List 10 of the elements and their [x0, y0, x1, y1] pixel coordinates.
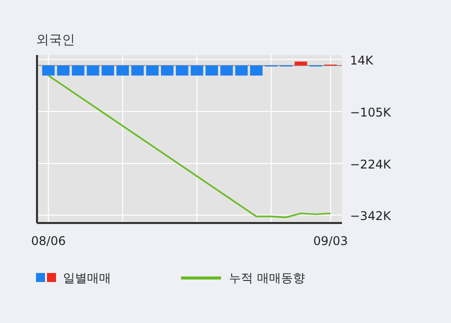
- x-tick-label: 08/06: [31, 234, 66, 248]
- y-tick-label: −342K: [350, 209, 392, 224]
- legend-label: 일별매매: [63, 271, 111, 285]
- chart-title: 외국인: [36, 33, 75, 48]
- y-tick-label: −224K: [350, 158, 392, 172]
- legend-label: 누적 매매동향: [229, 271, 305, 285]
- y-tick-label: −105K: [350, 105, 392, 120]
- x-tick-label: 09/03: [313, 234, 348, 248]
- y-tick-label: 14K: [350, 53, 374, 68]
- line-series: [48, 74, 332, 218]
